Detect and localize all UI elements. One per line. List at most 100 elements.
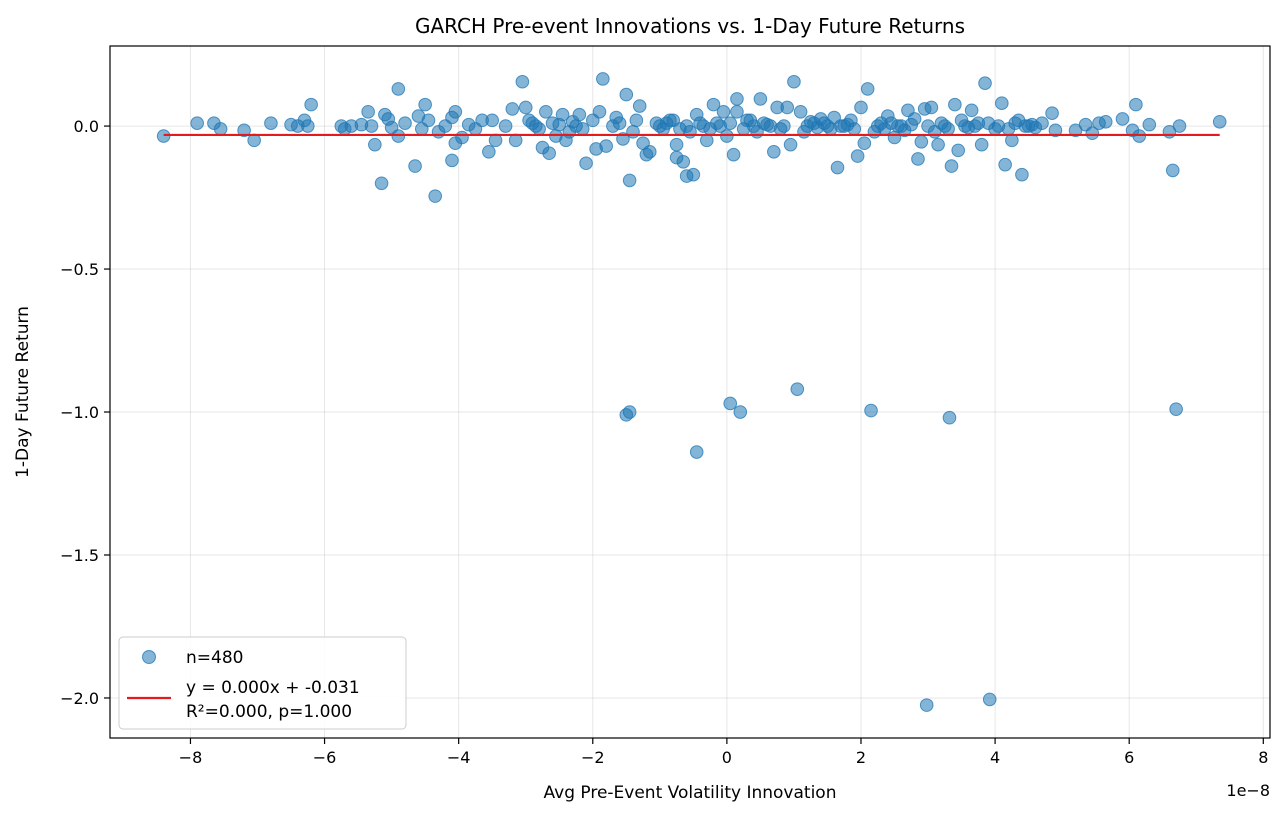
ticks-layer: −8 −6 −4 −2 0 2 4 6 8 0.0 −0.5 −1.0 −1.5 −2.0	[60, 117, 1268, 767]
data-point	[622, 405, 637, 419]
y-tick-label: −0.5	[60, 260, 99, 279]
y-tick-label: −1.0	[60, 403, 99, 422]
data-point	[743, 113, 758, 128]
data-point	[847, 122, 862, 136]
data-point	[919, 698, 934, 712]
data-point	[364, 119, 379, 133]
data-point	[622, 173, 637, 188]
data-point	[575, 122, 590, 136]
data-point	[914, 134, 929, 149]
chart-title: GARCH Pre-event Innovations vs. 1-Day Fu…	[415, 14, 965, 38]
data-point	[398, 116, 412, 131]
data-point	[485, 113, 499, 128]
data-point	[1132, 129, 1147, 143]
x-tick-label: −8	[179, 748, 203, 767]
data-point	[1129, 97, 1143, 112]
data-point	[482, 145, 496, 159]
data-point	[213, 122, 228, 136]
data-point	[1165, 163, 1180, 178]
data-point	[693, 116, 707, 131]
data-point	[706, 97, 721, 112]
data-point	[864, 403, 878, 418]
y-axis-label: 1-Day Future Return	[13, 306, 33, 478]
y-tick-label: −2.0	[60, 689, 99, 708]
data-point	[1142, 117, 1157, 132]
data-point	[968, 119, 982, 133]
y-tick-label: 0.0	[74, 117, 99, 136]
data-point	[783, 137, 798, 152]
data-point	[753, 92, 768, 106]
data-point	[720, 129, 734, 143]
data-point	[498, 119, 513, 133]
data-point	[539, 104, 553, 119]
data-point	[924, 100, 939, 115]
x-tick-label: 4	[990, 748, 1000, 767]
data-point	[572, 107, 587, 122]
data-point	[626, 124, 640, 139]
data-point	[1115, 112, 1130, 126]
data-point	[596, 72, 610, 86]
data-point	[562, 124, 577, 139]
data-point	[683, 124, 697, 139]
data-point	[408, 159, 422, 173]
data-point	[787, 74, 801, 89]
data-point	[978, 76, 992, 90]
legend: n=480 y = 0.000x + -0.031 R²=0.000, p=1.…	[118, 636, 407, 730]
data-point	[445, 153, 459, 168]
plot-frame	[109, 45, 1271, 739]
data-point	[632, 99, 647, 113]
x-tick-label: −6	[313, 748, 337, 767]
x-scale-offset: 1e−8	[1226, 781, 1270, 800]
data-point	[1068, 123, 1083, 138]
data-point	[264, 116, 278, 131]
data-point	[1025, 117, 1039, 132]
data-point	[612, 116, 627, 131]
data-point	[716, 104, 731, 119]
data-point	[941, 122, 955, 136]
data-point	[301, 119, 315, 133]
data-point	[994, 96, 1009, 110]
data-point	[1015, 167, 1029, 182]
x-tick-label: 0	[722, 748, 732, 767]
data-point	[730, 92, 744, 106]
data-point	[790, 382, 805, 396]
data-point	[669, 137, 684, 152]
data-point	[391, 129, 406, 143]
x-tick-label: 6	[1124, 748, 1134, 767]
data-point	[931, 137, 945, 152]
data-point	[552, 117, 567, 132]
grid-layer	[110, 46, 1270, 738]
legend-box	[118, 636, 407, 730]
data-point	[948, 97, 962, 112]
data-point	[686, 167, 701, 182]
legend-label-points: n=480	[186, 648, 243, 668]
data-point	[911, 152, 925, 166]
data-point	[726, 147, 741, 162]
data-point	[361, 104, 375, 119]
data-point	[951, 143, 966, 158]
data-point	[1048, 123, 1063, 138]
data-point	[857, 136, 872, 151]
data-point	[368, 137, 382, 152]
data-point	[1098, 114, 1113, 129]
data-point	[515, 74, 530, 89]
data-point	[730, 104, 744, 119]
data-point	[304, 97, 318, 112]
data-point	[518, 100, 533, 115]
data-point	[773, 122, 788, 136]
data-point	[982, 692, 997, 707]
x-tick-label: −4	[447, 748, 471, 767]
legend-marker-points	[142, 650, 156, 664]
data-point	[619, 87, 634, 102]
data-point	[629, 113, 644, 128]
data-point	[448, 104, 463, 119]
data-point	[780, 100, 795, 115]
data-point	[156, 129, 171, 143]
data-point	[998, 157, 1012, 172]
data-point	[599, 139, 613, 153]
data-point	[542, 146, 556, 161]
data-point	[374, 176, 389, 191]
data-point	[756, 116, 771, 131]
legend-label-fit-equation: y = 0.000x + -0.031	[186, 678, 360, 698]
data-point	[676, 155, 691, 169]
